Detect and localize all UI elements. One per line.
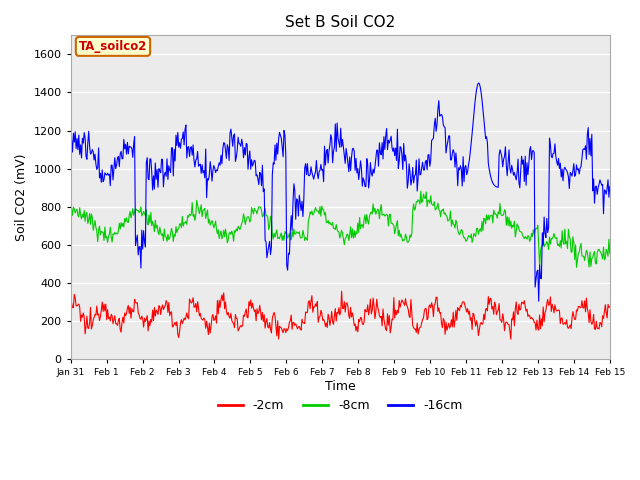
-8cm (474, 226, 481, 231)
-16cm (473, 86, 481, 92)
-8cm (428, 201, 435, 206)
-8cm (163, 234, 170, 240)
-2cm (163, 298, 170, 303)
-16cm (205, 172, 213, 178)
-2cm (338, 288, 346, 294)
Legend: -2cm, -8cm, -16cm: -2cm, -8cm, -16cm (212, 395, 468, 418)
Line: -16cm: -16cm (70, 83, 610, 301)
-2cm (311, 304, 319, 310)
-8cm (385, 223, 392, 229)
-8cm (205, 216, 213, 222)
-16cm (67, 151, 74, 157)
Y-axis label: Soil CO2 (mV): Soil CO2 (mV) (15, 154, 28, 241)
-16cm (475, 80, 483, 86)
-16cm (535, 299, 543, 304)
-2cm (428, 300, 435, 306)
-2cm (205, 320, 213, 326)
-16cm (606, 183, 614, 189)
-2cm (606, 304, 614, 310)
-8cm (311, 207, 319, 213)
-8cm (417, 188, 425, 194)
Line: -8cm: -8cm (70, 191, 610, 267)
-8cm (606, 251, 614, 256)
-16cm (427, 157, 435, 163)
Text: TA_soilco2: TA_soilco2 (79, 40, 147, 53)
-8cm (573, 264, 580, 270)
Title: Set B Soil CO2: Set B Soil CO2 (285, 15, 396, 30)
-2cm (67, 304, 74, 310)
X-axis label: Time: Time (325, 380, 356, 393)
-2cm (385, 312, 393, 318)
-8cm (67, 212, 74, 218)
-2cm (474, 322, 481, 328)
-16cm (163, 173, 170, 179)
-2cm (507, 336, 515, 342)
-16cm (385, 137, 392, 143)
-16cm (311, 172, 319, 178)
Line: -2cm: -2cm (70, 291, 610, 339)
